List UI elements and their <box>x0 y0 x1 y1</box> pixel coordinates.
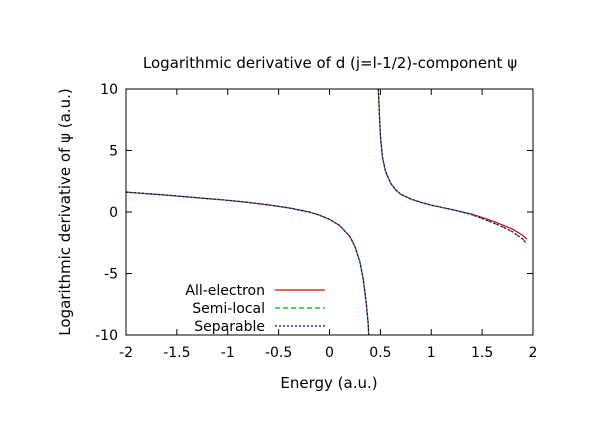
y-tick-label: -5 <box>104 267 118 283</box>
y-tick-label: 0 <box>109 205 118 221</box>
chart-title: Logarithmic derivative of d (j=l-1/2)-co… <box>143 54 517 72</box>
legend-label: All-electron <box>185 283 265 299</box>
legend-label: Semi-local <box>192 301 265 317</box>
series-layer <box>125 88 528 336</box>
y-tick-label: -10 <box>95 328 118 344</box>
y-axis-label: Logarithmic derivative of ψ (a.u.) <box>56 88 74 335</box>
legend: All-electron Semi-local Separable <box>185 283 325 335</box>
x-axis-label: Energy (a.u.) <box>280 374 377 392</box>
x-tick-label: 0 <box>325 345 334 361</box>
legend-label: Separable <box>194 319 265 335</box>
y-tick-label: 5 <box>109 144 118 160</box>
x-tick-label: -1 <box>221 345 235 361</box>
x-tick-label: 1 <box>427 345 436 361</box>
x-tick-label: -2 <box>119 345 133 361</box>
series-line-separable <box>377 88 528 245</box>
series-line-separable <box>125 191 370 336</box>
x-tick-label: 1.5 <box>471 345 493 361</box>
x-tick-label: 2 <box>529 345 538 361</box>
x-tick-label: -1.5 <box>163 345 190 361</box>
series-line-all-electron <box>377 88 528 240</box>
series-line-semi-local <box>377 88 528 245</box>
x-tick-label: -0.5 <box>265 345 292 361</box>
tick-layer: -2 -1.5 -1 -0.5 0 0.5 1 1.5 2 -10 -5 0 5 10 <box>95 82 537 361</box>
y-tick-label: 10 <box>100 82 118 98</box>
plot-frame <box>125 88 534 336</box>
x-tick-label: 0.5 <box>369 345 391 361</box>
